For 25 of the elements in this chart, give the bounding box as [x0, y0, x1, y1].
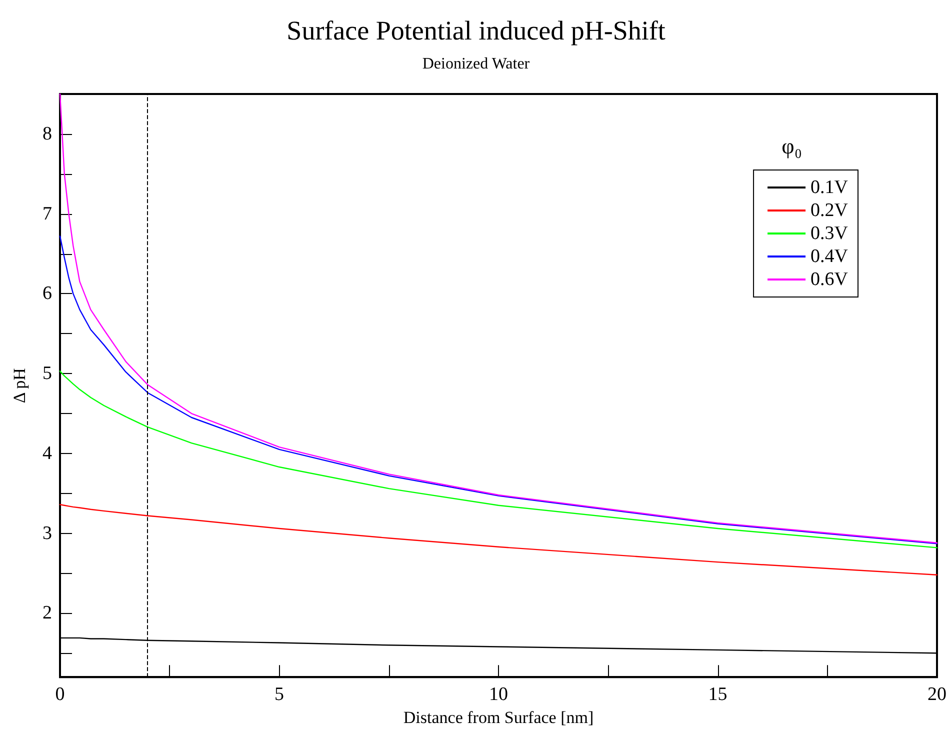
- y-axis-title: Δ pH: [10, 368, 29, 404]
- line-series: [59, 504, 938, 576]
- line-series: [59, 370, 938, 548]
- legend-label: 0.2V: [810, 200, 848, 221]
- y-tick-label: 7: [42, 203, 52, 224]
- x-tick-label: 20: [928, 684, 946, 706]
- x-tick-label: 5: [274, 684, 284, 706]
- x-axis-title: Distance from Surface [nm]: [403, 708, 594, 727]
- x-tick-label: 10: [489, 684, 508, 706]
- y-tick-label: 5: [42, 363, 52, 384]
- y-tick-label: 3: [42, 522, 52, 544]
- y-tick-label: 8: [42, 123, 52, 144]
- x-tick-label: 15: [708, 684, 728, 706]
- x-tick-label: 0: [55, 684, 65, 706]
- legend-label: 0.3V: [810, 223, 848, 244]
- y-tick-label: 4: [42, 442, 52, 464]
- y-tick-label: 2: [42, 602, 52, 624]
- legend-label: 0.1V: [810, 177, 848, 198]
- legend-title: φ₀: [782, 134, 802, 158]
- line-series: [59, 93, 938, 544]
- chart-subtitle: Deionized Water: [422, 56, 530, 72]
- chart-title: Surface Potential induced pH-Shift: [286, 16, 666, 46]
- legend-label: 0.4V: [810, 246, 848, 267]
- y-tick-label: 6: [42, 283, 52, 304]
- legend-label: 0.6V: [810, 269, 848, 290]
